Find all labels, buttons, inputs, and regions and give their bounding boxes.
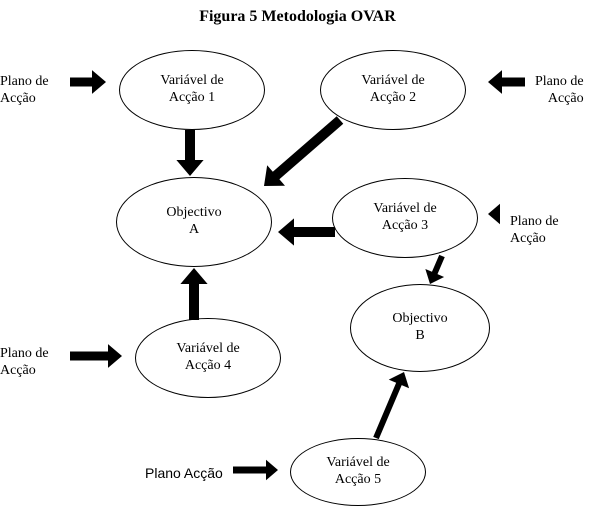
label-text: Plano de (0, 74, 49, 89)
node-text: Acção 1 (169, 90, 215, 105)
label-text: Acção (510, 231, 546, 246)
label-text: Plano Acção (145, 465, 223, 481)
node-text: Objectivo (166, 205, 221, 220)
node-text: Acção 5 (335, 472, 381, 487)
node-text: Variável de (326, 455, 389, 470)
node-text: Acção 2 (370, 90, 416, 105)
label-text: Acção (0, 363, 36, 378)
label-plano-3: Plano de Acção (510, 214, 559, 248)
node-text: B (415, 328, 424, 343)
label-plano-1: Plano de Acção (0, 74, 49, 108)
node-text: Acção 3 (382, 218, 428, 233)
node-variavel-1: Variável de Acção 1 (119, 50, 265, 130)
label-plano-5: Plano Acção (145, 465, 223, 482)
label-plano-2: Plano de Acção (535, 74, 584, 108)
node-text: Objectivo (392, 311, 447, 326)
label-plano-4: Plano de Acção (0, 346, 49, 380)
label-text: Acção (0, 91, 36, 106)
diagram-title: Figura 5 Metodologia OVAR (0, 8, 595, 26)
node-variavel-2: Variável de Acção 2 (320, 50, 466, 130)
node-text: Variável de (373, 201, 436, 216)
node-text: Variável de (361, 73, 424, 88)
label-text: Plano de (510, 214, 559, 229)
arrows-layer (0, 0, 595, 521)
label-text: Plano de (535, 74, 584, 89)
node-text: Acção 4 (185, 358, 231, 373)
node-text: Variável de (176, 341, 239, 356)
node-text: Variável de (160, 73, 223, 88)
node-variavel-4: Variável de Acção 4 (135, 318, 281, 398)
node-variavel-3: Variável de Acção 3 (332, 178, 478, 258)
node-variavel-5: Variável de Acção 5 (290, 438, 426, 506)
node-objectivo-a: Objectivo A (116, 177, 272, 267)
label-text: Acção (535, 91, 584, 108)
node-text: A (189, 222, 199, 237)
node-objectivo-b: Objectivo B (350, 284, 490, 372)
label-text: Plano de (0, 346, 49, 361)
